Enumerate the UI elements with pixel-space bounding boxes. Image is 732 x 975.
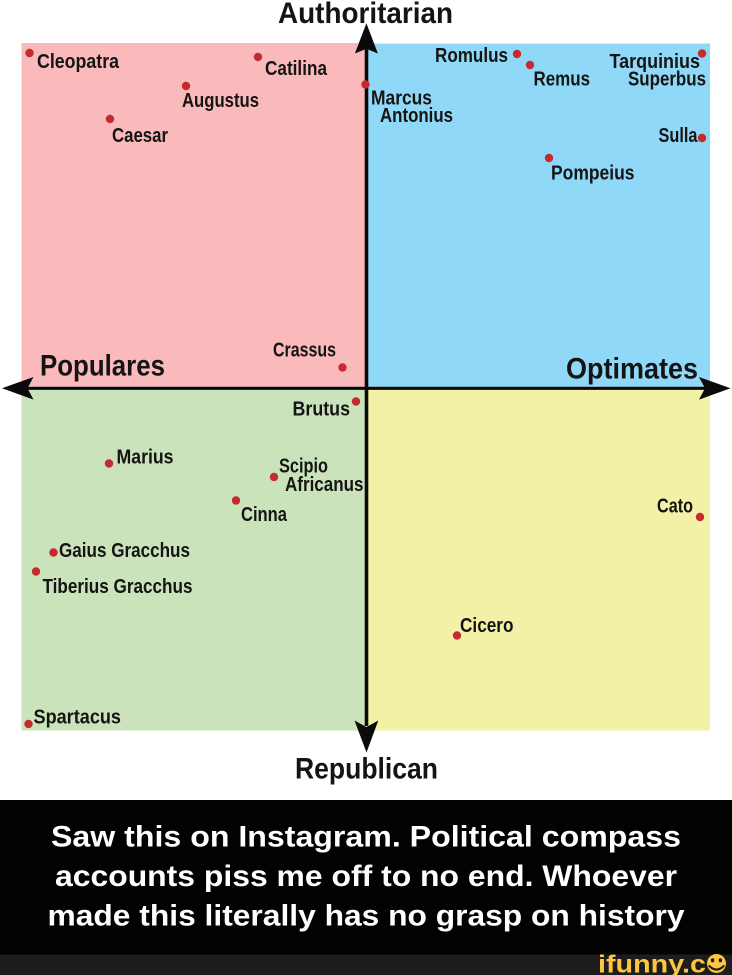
svg-text:Scipio: Scipio xyxy=(279,456,328,478)
svg-text:Remus: Remus xyxy=(534,69,591,91)
svg-text:Tarquinius: Tarquinius xyxy=(610,51,701,73)
svg-text:Marius: Marius xyxy=(117,447,174,469)
svg-text:Marcus: Marcus xyxy=(371,88,432,110)
svg-text:Caesar: Caesar xyxy=(112,125,168,147)
svg-text:Augustus: Augustus xyxy=(182,90,259,112)
svg-text:made this literally has no gra: made this literally has no grasp on hist… xyxy=(48,900,685,933)
svg-text:Optimates: Optimates xyxy=(566,353,698,386)
svg-text:Cleopatra: Cleopatra xyxy=(37,51,120,73)
svg-text:Catilina: Catilina xyxy=(265,58,328,80)
svg-text:Saw this on Instagram. Politic: Saw this on Instagram. Political compass xyxy=(51,821,681,854)
svg-text:accounts piss me off to no end: accounts piss me off to no end. Whoever xyxy=(55,860,677,893)
svg-text:Spartacus: Spartacus xyxy=(34,707,122,729)
svg-text:Cato: Cato xyxy=(657,496,693,518)
svg-text:Superbus: Superbus xyxy=(628,69,706,91)
svg-text:Sulla: Sulla xyxy=(659,125,699,147)
svg-text:Republican: Republican xyxy=(295,753,438,786)
svg-text:Crassus: Crassus xyxy=(273,340,336,362)
svg-text:Africanus: Africanus xyxy=(285,474,364,496)
svg-text:Cicero: Cicero xyxy=(460,615,514,637)
svg-text:Populares: Populares xyxy=(40,350,165,383)
svg-text:Romulus: Romulus xyxy=(435,45,508,67)
svg-text:Antonius: Antonius xyxy=(380,105,453,127)
svg-text:Pompeius: Pompeius xyxy=(551,163,635,185)
svg-text:Tiberius Gracchus: Tiberius Gracchus xyxy=(43,576,193,598)
svg-text:Brutus: Brutus xyxy=(293,399,351,421)
svg-text:Authoritarian: Authoritarian xyxy=(278,0,453,30)
svg-text:ifunny.c: ifunny.c xyxy=(598,951,706,975)
svg-text:Gaius Gracchus: Gaius Gracchus xyxy=(59,540,190,562)
svg-text:Cinna: Cinna xyxy=(241,504,288,526)
